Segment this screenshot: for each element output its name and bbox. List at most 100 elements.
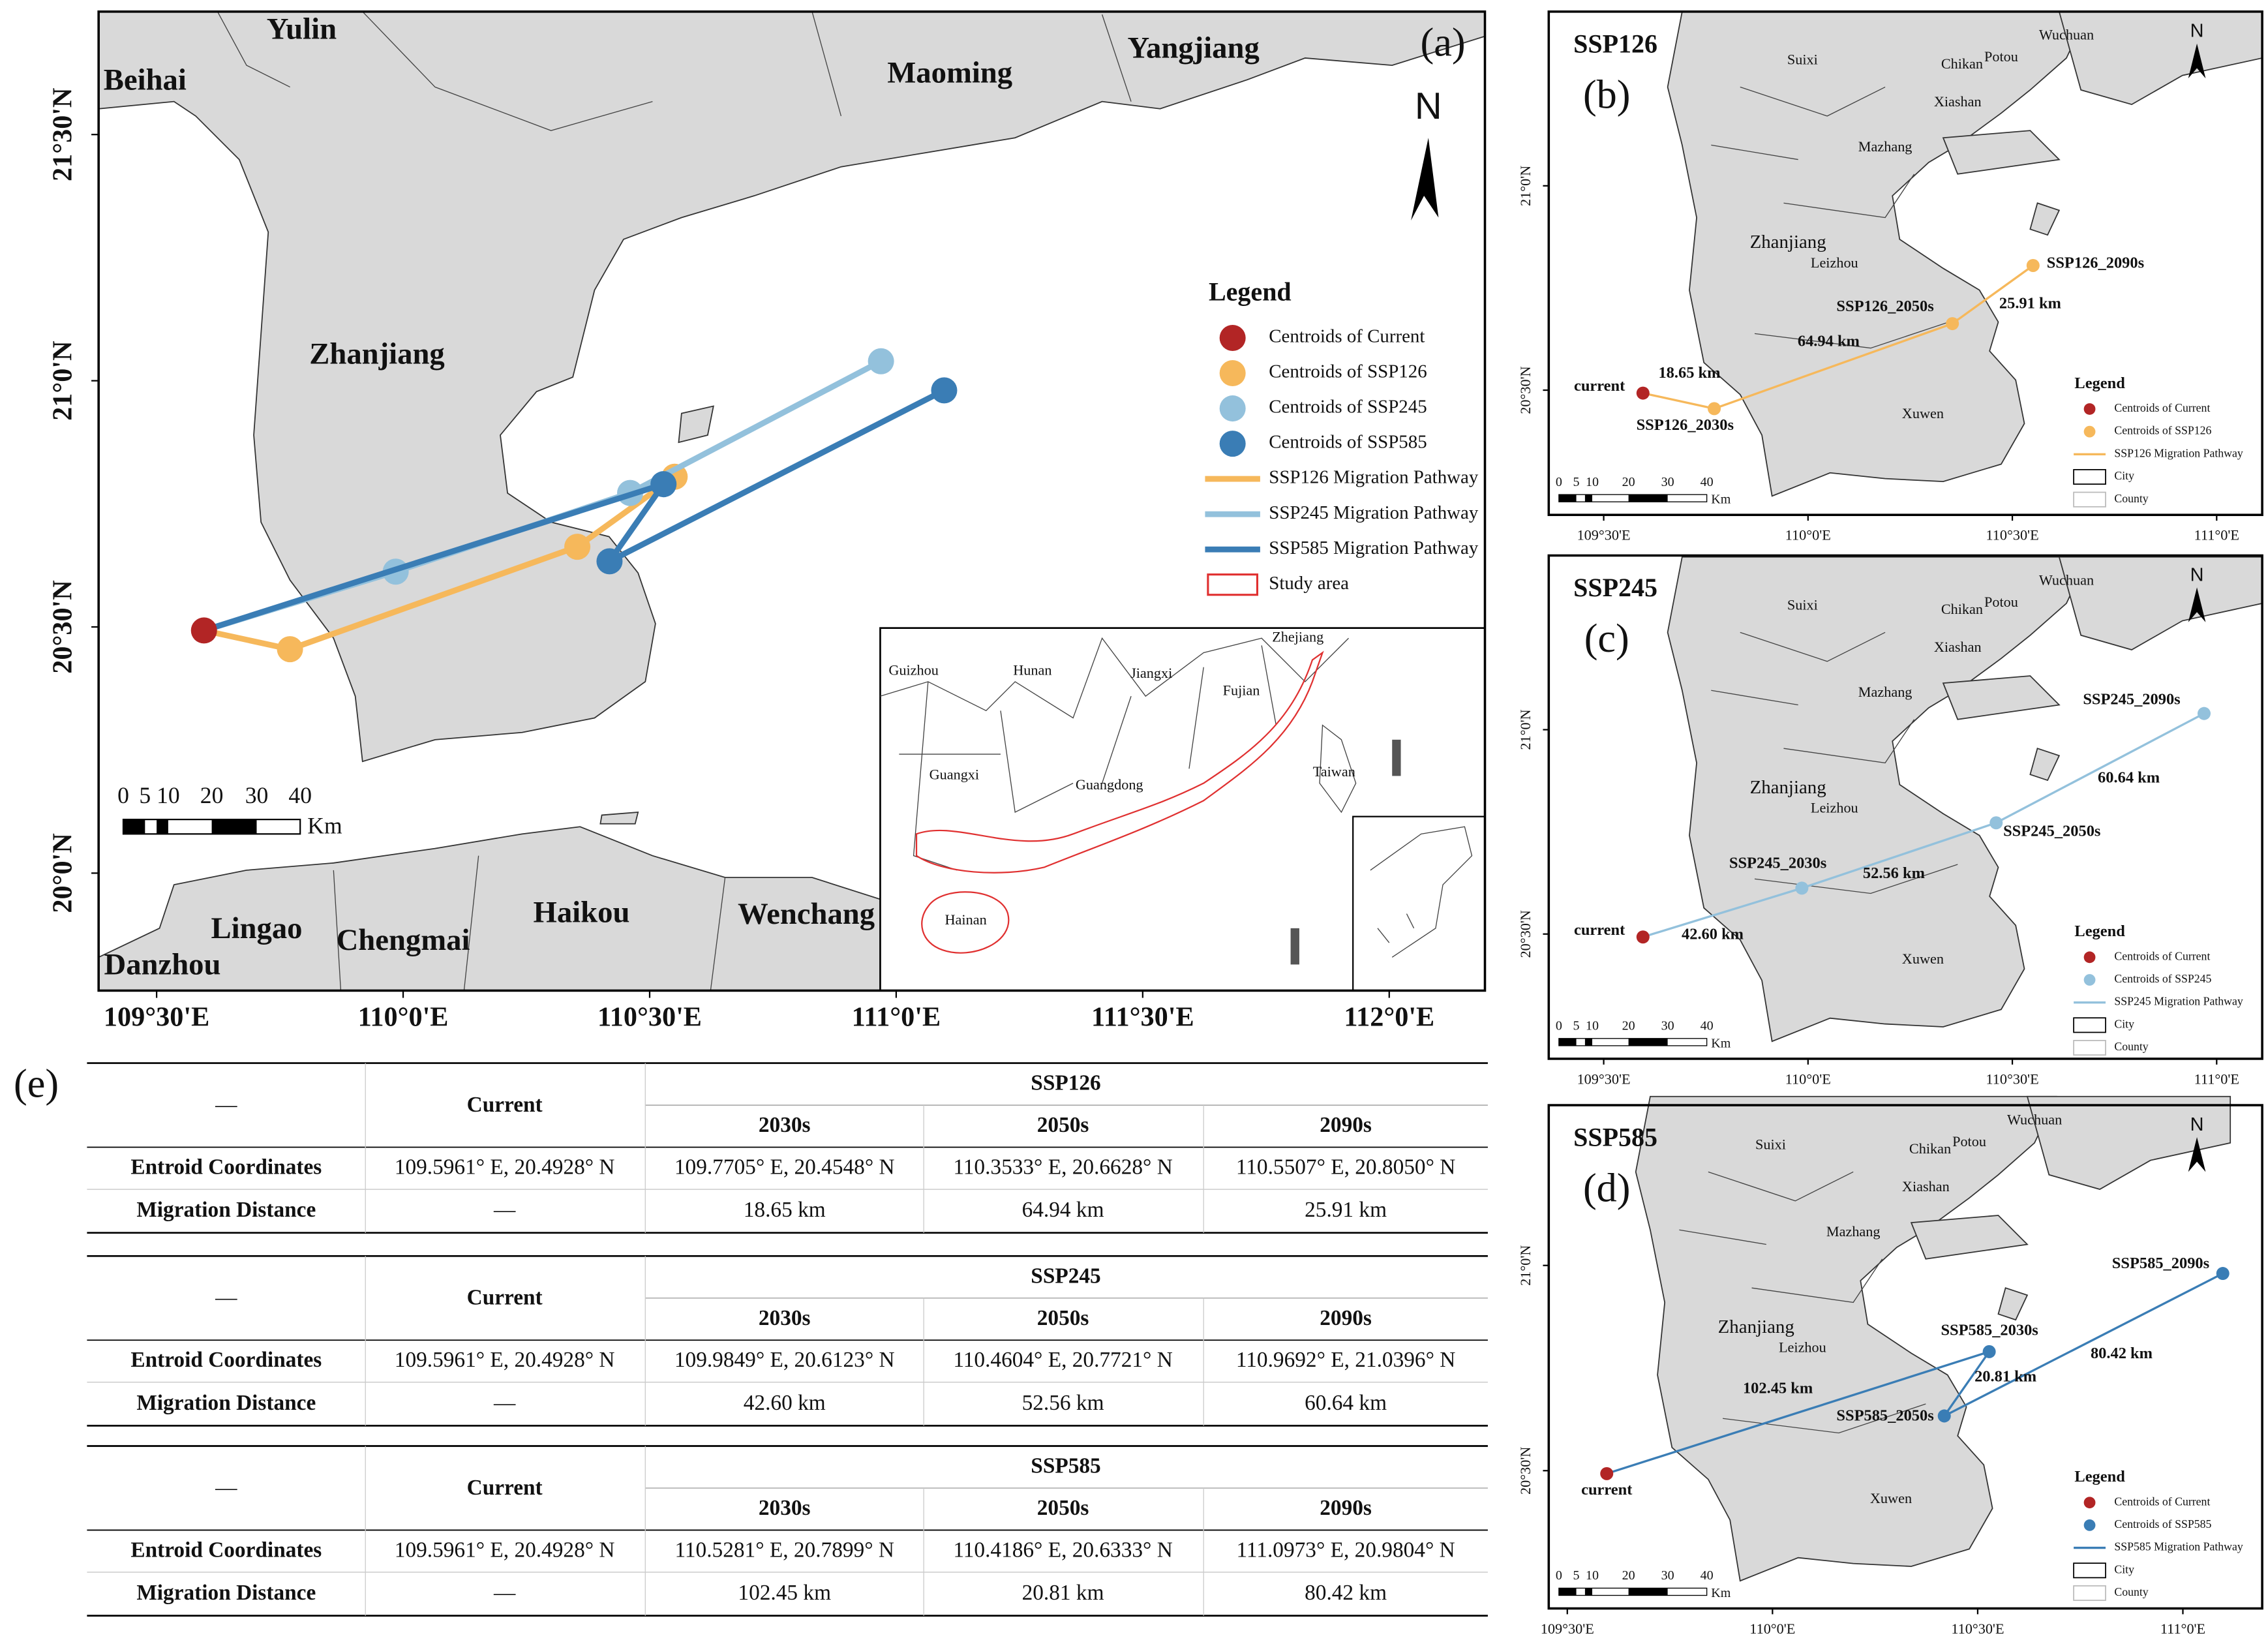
table-header: 2030s <box>759 1496 811 1520</box>
place-label: Chikan <box>1941 55 1983 72</box>
inset-boundary <box>880 637 1349 871</box>
table-cell: 110.9692° E, 21.0396° N <box>1236 1348 1455 1372</box>
place-label: Mazhang <box>1858 138 1913 155</box>
panel-title: SSP585 <box>1573 1123 1657 1152</box>
legend-label: Centroids of Current <box>1269 326 1425 347</box>
scale-unit: Km <box>307 813 342 839</box>
point-label: current <box>1574 377 1625 395</box>
table-header: 2030s <box>759 1306 811 1330</box>
place-label: Zhanjiang <box>309 337 445 371</box>
distance-label: 20.81 km <box>1974 1368 2036 1386</box>
y-tick-label: 20°0'N <box>48 833 78 913</box>
point-label: SSP585_2030s <box>1941 1321 2038 1339</box>
legend-symbol <box>1219 431 1246 457</box>
legend-label: SSP245 Migration Pathway <box>1269 502 1479 523</box>
boundary <box>217 11 1132 991</box>
table-cell: 110.5507° E, 20.8050° N <box>1236 1155 1455 1180</box>
legend-symbol <box>1219 395 1246 422</box>
centroid-current <box>1636 930 1650 944</box>
migration-pathway <box>203 474 676 652</box>
legend-label: Centroids of SSP126 <box>1269 361 1427 382</box>
place-label: Wuchuan <box>2039 572 2094 588</box>
legend-symbol <box>2073 1585 2106 1601</box>
point-label: SSP126_2030s <box>1637 416 1734 434</box>
island-mark <box>1392 739 1401 776</box>
scale-label: 40 <box>1701 1568 1714 1583</box>
scale-label: 0 <box>1556 1019 1562 1033</box>
centroid-current <box>1600 1467 1614 1480</box>
distance-label: 64.94 km <box>1798 332 1860 350</box>
place-label: Yulin <box>267 12 337 46</box>
place-label: Zhanjiang <box>1750 232 1826 252</box>
point-label: SSP585_2090s <box>2112 1255 2209 1272</box>
table-cell: 20.81 km <box>1022 1581 1104 1605</box>
inset-place-label: Guizhou <box>888 662 939 678</box>
point-label: current <box>1581 1481 1633 1499</box>
legend-symbol <box>2073 1562 2106 1579</box>
place-label: Chengmai <box>337 923 470 957</box>
frame <box>1547 554 2263 1060</box>
table-header: Current <box>467 1476 543 1500</box>
table-cell: 109.9849° E, 20.6123° N <box>674 1348 895 1372</box>
table-header: 2090s <box>1320 1306 1372 1330</box>
legend-label: Centroids of SSP126 <box>2114 424 2211 437</box>
table-cell: Entroid Coordinates <box>130 1348 322 1372</box>
scale-label: 10 <box>1586 475 1599 489</box>
sub-inset <box>1352 815 1486 992</box>
legend-symbol <box>2073 491 2106 508</box>
scale-segment <box>1584 495 1593 502</box>
study-area-hainan <box>921 891 1010 954</box>
centroid <box>868 348 894 374</box>
legend-title: Legend <box>2074 374 2125 392</box>
place-label: Xuwen <box>1902 951 1944 967</box>
place-label: Leizhou <box>1779 1339 1826 1356</box>
place-label: Potou <box>1984 48 2018 65</box>
table-header: SSP585 <box>1031 1454 1100 1478</box>
place-label: Mazhang <box>1826 1223 1881 1240</box>
scale-label: 10 <box>1586 1019 1599 1033</box>
inset-place-label: Hainan <box>945 911 987 928</box>
table-cell: 102.45 km <box>738 1581 831 1605</box>
panel-title: SSP126 <box>1573 29 1657 58</box>
centroid <box>931 377 958 404</box>
frame <box>1547 1104 2263 1610</box>
table-cell: — <box>493 1391 516 1415</box>
legend-symbol <box>2083 425 2096 438</box>
table-cell: — <box>493 1198 516 1222</box>
centroid <box>2198 707 2211 720</box>
place-label: Potou <box>1952 1133 1986 1149</box>
panel: 109°30'E 110°0'E 110°30'E 111°0'E 20°30'N 21°… <box>1517 554 2263 1087</box>
north-label: N <box>2190 21 2204 42</box>
table-cell: 111.0973° E, 20.9804° N <box>1236 1538 1455 1562</box>
legend-label: County <box>2114 1040 2148 1053</box>
centroid <box>2026 258 2040 272</box>
table-cell: 25.91 km <box>1305 1198 1387 1222</box>
table-cell: 109.5961° E, 20.4928° N <box>395 1155 615 1180</box>
scale-label: 10 <box>1586 1568 1599 1583</box>
legend-symbol <box>2073 1017 2106 1033</box>
scale-segment <box>1558 495 1577 502</box>
table-header: 2090s <box>1320 1496 1372 1520</box>
panel-a: N (a) <box>97 10 1487 992</box>
distance-label: 25.91 km <box>1999 295 2061 312</box>
table-cell: 52.56 km <box>1022 1391 1104 1415</box>
table-header: 2090s <box>1320 1113 1372 1137</box>
table-header: — <box>215 1476 237 1500</box>
place-label: Wuchuan <box>2039 27 2094 43</box>
scale-label: 0 <box>1556 475 1562 489</box>
scale-unit: Km <box>1711 1586 1731 1600</box>
legend-symbol <box>2083 403 2096 415</box>
legend-symbol <box>2083 1497 2096 1509</box>
legend-symbol <box>1219 360 1246 387</box>
legend-title: Legend <box>2074 922 2125 940</box>
point-label: SSP245_2030s <box>1729 855 1826 872</box>
table-cell: 42.60 km <box>744 1391 826 1415</box>
place-label: Xuwen <box>1902 405 1944 421</box>
y-tick-label: 21°0'N <box>1517 709 1534 750</box>
scale-label: 10 <box>157 782 180 808</box>
migration-pathway <box>1642 712 2205 938</box>
point-label: SSP245_2050s <box>2003 823 2100 840</box>
place-label: Xiashan <box>1902 1178 1950 1195</box>
legend-symbol <box>2083 951 2096 964</box>
centroid <box>1982 1345 1996 1358</box>
